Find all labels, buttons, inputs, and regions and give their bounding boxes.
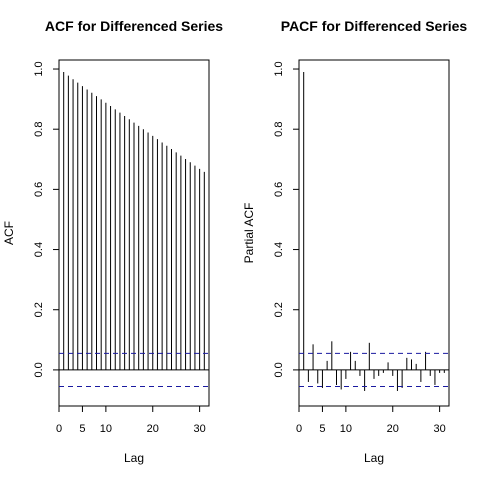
pacf-x-tick-label: 0 [296,423,302,435]
pacf-y-tick-label: 0.0 [273,362,285,377]
acf-x-tick-label: 30 [194,423,206,435]
pacf-y-tick-label: 0.6 [273,182,285,197]
pacf-x-tick-label: 10 [340,423,352,435]
pacf-x-axis-label: Lag [364,451,384,465]
acf-y-tick-label: 0.6 [33,182,45,197]
acf-panel: ACF for Differenced Series 0 5 10 20 30 0.0 0.2… [2,18,223,465]
acf-y-tick-label: 1.0 [33,61,45,76]
acf-x-tick-label: 5 [79,423,85,435]
acf-title: ACF for Differenced Series [45,18,223,34]
acf-x-tick-label: 20 [147,423,159,435]
pacf-y-tick-label: 1.0 [273,61,285,76]
acf-y-axis-label: ACF [2,221,16,245]
acf-x-tick-label: 0 [56,423,62,435]
pacf-title: PACF for Differenced Series [281,18,468,34]
pacf-y-tick-label: 0.2 [273,302,285,317]
pacf-y-tick-label: 0.8 [273,122,285,137]
pacf-x-tick-label: 20 [387,423,399,435]
acf-y-tick-label: 0.4 [33,242,45,257]
acf-x-tick-label: 10 [100,423,112,435]
pacf-x-tick-label: 30 [434,423,446,435]
pacf-y-axis-label: Partial ACF [242,203,256,264]
pacf-panel: PACF for Differenced Series 0 5 10 20 30 0.0 0.… [242,18,467,465]
pacf-plot-frame [298,59,450,407]
pacf-x-tick-label: 5 [319,423,325,435]
acf-x-axis-label: Lag [124,451,144,465]
acf-y-tick-label: 0.0 [33,362,45,377]
pacf-y-tick-label: 0.4 [273,242,285,257]
acf-y-tick-label: 0.2 [33,302,45,317]
acf-y-tick-label: 0.8 [33,122,45,137]
